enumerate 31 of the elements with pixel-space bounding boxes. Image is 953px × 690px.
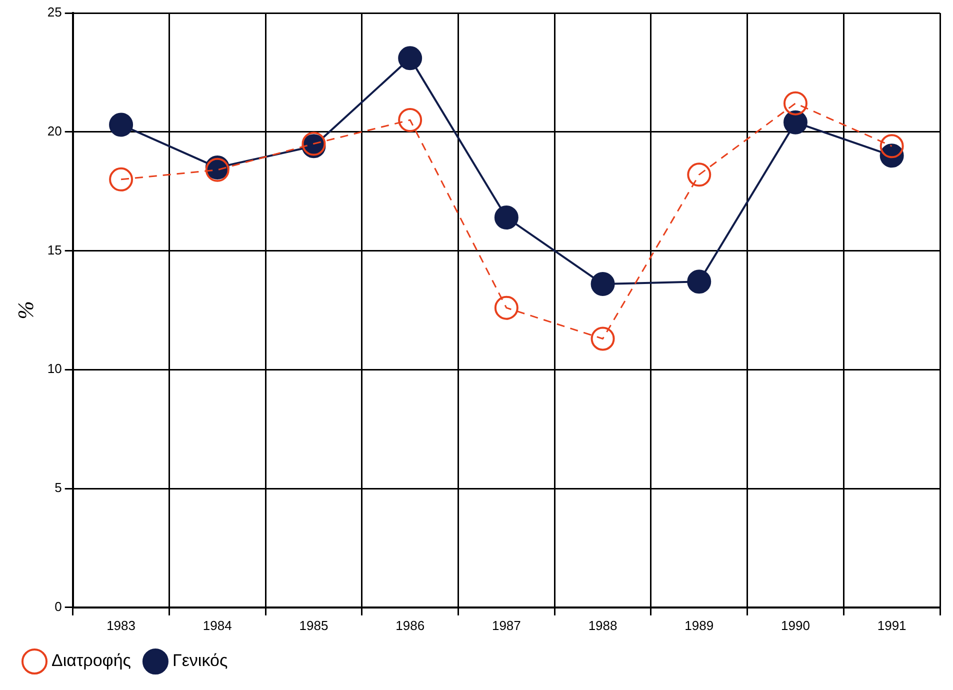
legend-label: Γενικός [172, 651, 228, 670]
point [398, 46, 422, 70]
y-axis-title: % [12, 301, 38, 320]
x-tick-label: 1987 [492, 618, 521, 633]
x-tick-label: 1990 [781, 618, 810, 633]
point [880, 134, 904, 158]
x-tick-label: 1985 [299, 618, 328, 633]
point [590, 326, 615, 351]
point [687, 162, 712, 187]
point [109, 112, 134, 137]
point [494, 205, 518, 230]
y-tick-label: 5 [54, 480, 62, 496]
point [783, 91, 808, 116]
point [590, 272, 615, 296]
point [109, 167, 134, 192]
x-tick-label: 1983 [106, 618, 136, 633]
y-tick-label: 15 [47, 242, 62, 258]
x-tick-label: 1991 [877, 618, 906, 633]
legend-label: Διατροφής [52, 651, 131, 670]
point [494, 296, 518, 320]
y-tick-label: 0 [54, 598, 62, 614]
y-tick-label: 25 [47, 4, 62, 20]
y-tick-label: 20 [47, 123, 62, 138]
point [783, 110, 808, 134]
y-tick-label: 10 [47, 361, 62, 376]
x-tick-label: 1989 [684, 618, 714, 633]
x-tick-label: 1984 [202, 618, 232, 633]
x-tick-label: 1986 [396, 618, 425, 633]
x-tick-label: 1988 [588, 618, 618, 633]
point [687, 270, 712, 294]
point [398, 108, 422, 132]
